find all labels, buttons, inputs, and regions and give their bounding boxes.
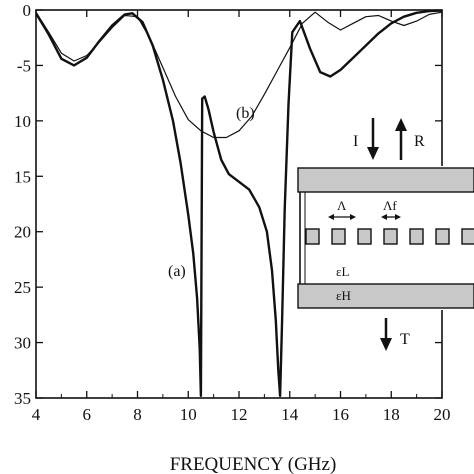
y-tick-label: 10 (14, 112, 31, 131)
eps-high-label: εH (336, 288, 351, 303)
x-tick-label: 6 (83, 405, 92, 424)
incident-label: I (353, 133, 358, 150)
offset-arrow (381, 214, 401, 220)
y-tick-label: 0 (23, 1, 32, 20)
annotation-a: (a) (168, 263, 186, 280)
reflected-label: R (414, 133, 425, 150)
y-tick-label: 20 (14, 223, 31, 242)
plot-area: 0 -5 10 15 20 25 30 35 4 6 8 10 12 14 16 18 20 (14, 1, 451, 424)
grating-square (435, 228, 450, 245)
grating-square (331, 228, 346, 245)
grating-elements (305, 228, 474, 245)
x-tick-label: 4 (32, 405, 41, 424)
annotation-b: (b) (236, 105, 255, 122)
offset-label: Λf (383, 198, 397, 213)
grating-square (461, 228, 474, 245)
x-tick-label: 8 (133, 405, 142, 424)
x-tick-label: 10 (180, 405, 197, 424)
eps-low-label: εL (336, 264, 349, 279)
x-tick-label: 12 (231, 405, 248, 424)
y-tick-label: 25 (14, 278, 31, 297)
y-tick-labels: 0 -5 10 15 20 25 30 35 (14, 1, 31, 408)
series-a-line (36, 10, 442, 397)
x-axis-title: FREQUENCY (GHz) (170, 454, 337, 474)
x-tick-label: 20 (434, 405, 451, 424)
transmitted-arrow (380, 318, 392, 351)
y-tick-label: 35 (14, 389, 31, 408)
curves (36, 10, 442, 397)
bottom-slab (297, 283, 474, 309)
grating-square (383, 228, 398, 245)
grating-square (409, 228, 424, 245)
period-label: Λ (337, 198, 347, 213)
series-b-line (36, 11, 442, 139)
top-slab (297, 167, 474, 193)
y-tick-label: -5 (17, 56, 31, 75)
grating-square (305, 228, 320, 245)
grating-square (357, 228, 372, 245)
y-tick-label: 15 (14, 167, 31, 186)
x-tick-label: 14 (281, 405, 299, 424)
transmitted-label: T (400, 331, 410, 348)
incident-arrow (367, 118, 379, 160)
x-tick-label: 18 (383, 405, 400, 424)
period-arrow (328, 214, 356, 220)
x-tick-labels: 4 6 8 10 12 14 16 18 20 (32, 405, 451, 424)
y-tick-label: 30 (14, 334, 31, 353)
grating-inset: I R Λ Λf εL εH (294, 118, 474, 351)
reflected-arrow (395, 118, 407, 160)
x-tick-label: 16 (332, 405, 349, 424)
